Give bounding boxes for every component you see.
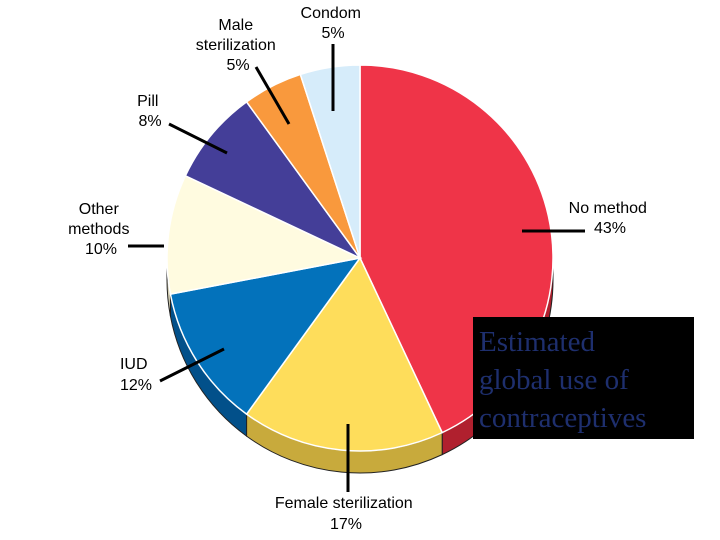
label-male-sterilization-name-1: Male — [218, 17, 253, 34]
label-condom-value: 5% — [321, 25, 344, 42]
leader-line-male-sterilization — [254, 66, 291, 125]
label-male-sterilization-value: 5% — [226, 57, 249, 74]
label-no-method-name: No method — [569, 200, 647, 217]
slice-pill — [184, 100, 361, 259]
label-male-sterilization: Male sterilization 5% — [196, 17, 280, 74]
slice-other-methods — [166, 174, 363, 296]
label-iud-name: IUD — [120, 356, 148, 373]
chart-title-box: Estimated global use of contraceptives — [473, 317, 694, 439]
slice-condom — [299, 64, 361, 259]
label-iud: IUD 12% — [120, 356, 152, 394]
leader-line-iud — [159, 347, 225, 383]
label-other-methods: Other methods 10% — [68, 201, 134, 258]
label-pill-name: Pill — [137, 93, 158, 110]
label-male-sterilization-name-2: sterilization — [196, 37, 276, 54]
label-female-sterilization-value: 17% — [330, 516, 362, 533]
label-other-methods-value: 10% — [85, 241, 117, 258]
chart-title: Estimated global use of contraceptives — [479, 326, 647, 434]
label-no-method: No method 43% — [569, 200, 652, 237]
label-other-methods-name-1: Other — [79, 201, 120, 218]
label-other-methods-name-2: methods — [68, 221, 129, 238]
label-female-sterilization: Female sterilization 17% — [275, 495, 417, 533]
pie-slices — [166, 64, 554, 452]
label-pill: Pill 8% — [137, 93, 163, 130]
label-iud-value: 12% — [120, 377, 152, 394]
label-condom: Condom 5% — [301, 5, 366, 42]
leader-lines — [128, 44, 585, 492]
label-female-sterilization-name: Female sterilization — [275, 495, 413, 512]
label-pill-value: 8% — [138, 113, 161, 130]
slice-female-sterilization — [245, 256, 444, 452]
leader-line-pill — [168, 122, 228, 155]
label-condom-name: Condom — [301, 5, 361, 22]
label-no-method-value: 43% — [594, 220, 626, 237]
